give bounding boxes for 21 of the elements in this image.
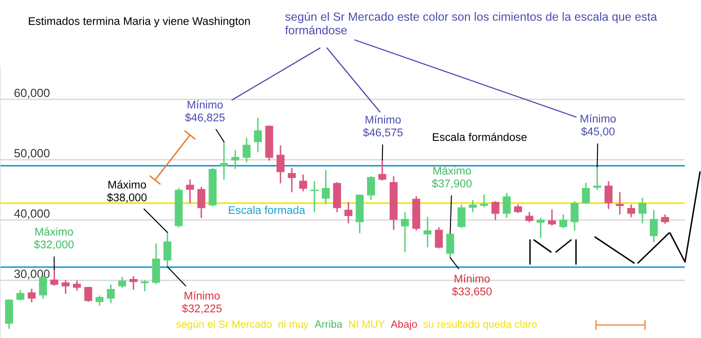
chart-title: Estimados termina Maria y viene Washington [28,16,250,28]
annotation: Mínimo $45,00 [580,114,616,137]
annotation: Máximo $32,000 [34,227,74,250]
annotation: Mínimo $46,825 [185,100,225,123]
annotation: según el Sr Mercado ni muy [176,320,309,330]
annotation: su resultado queda claro [423,320,537,330]
annotation: Mínimo $46,575 [363,115,403,138]
annotation: Arriba [314,320,342,328]
y-tick-label: 40,000 [14,209,50,220]
y-tick-label: 50,000 [14,149,50,159]
annotation: Abajo [390,320,417,330]
y-tick-label: 30,000 [14,270,50,280]
text: según el Sr Mercado este color son los cimientos de la escala que esta formándose [285,12,658,34]
annotation: Escala formándose [432,132,527,141]
annotation: Máximo $37,900 [432,166,472,189]
annotation: NI MUY [349,320,385,328]
annotation: Mínimo $32,225 [182,291,222,314]
annotation: Escala formada [228,206,306,214]
y-tick-label: 60,000 [14,88,50,98]
annotation: Máximo $38,000 [107,180,147,203]
annotation: Mínimo $33,650 [452,274,492,297]
